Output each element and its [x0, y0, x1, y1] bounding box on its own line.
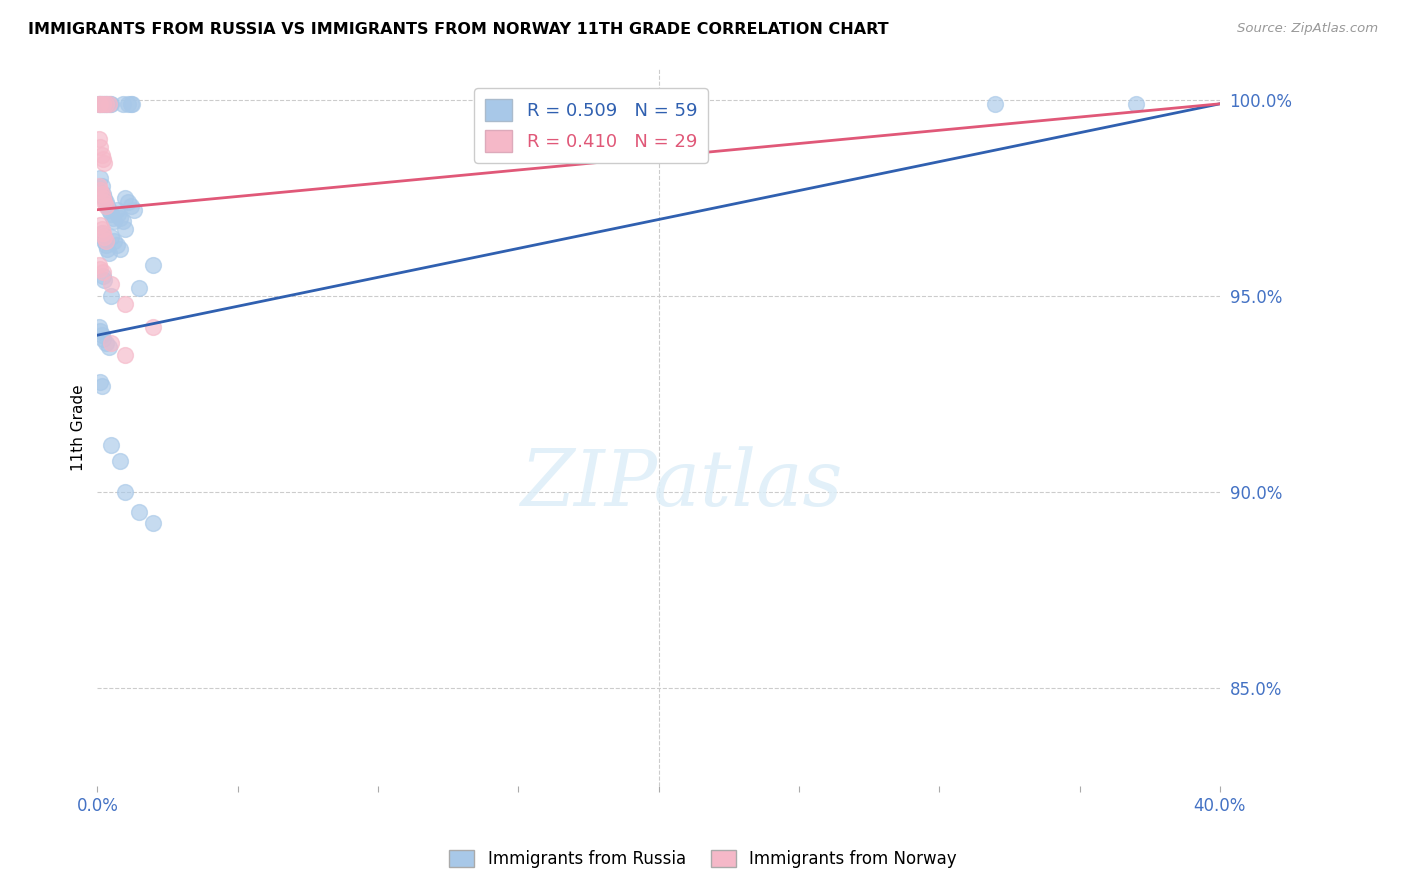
Point	[91, 152, 114, 166]
Text: IMMIGRANTS FROM RUSSIA VS IMMIGRANTS FROM NORWAY 11TH GRADE CORRELATION CHART: IMMIGRANTS FROM RUSSIA VS IMMIGRANTS FRO…	[28, 22, 889, 37]
Point	[87, 179, 110, 194]
Point	[94, 336, 117, 351]
Point	[142, 258, 165, 272]
Point	[91, 191, 114, 205]
Point	[103, 234, 125, 248]
Point	[114, 348, 136, 362]
Point	[98, 96, 121, 111]
Point	[90, 226, 112, 240]
Point	[94, 238, 117, 252]
Point	[107, 206, 129, 220]
Point	[122, 202, 145, 217]
Point	[97, 202, 120, 217]
Text: ZIPatlas: ZIPatlas	[520, 447, 842, 523]
Point	[114, 222, 136, 236]
Point	[93, 194, 115, 209]
Point	[89, 324, 111, 338]
Point	[100, 230, 122, 244]
Point	[94, 194, 117, 209]
Point	[90, 328, 112, 343]
Point	[100, 289, 122, 303]
Point	[93, 234, 115, 248]
Point	[142, 516, 165, 531]
Point	[90, 222, 112, 236]
Point	[87, 132, 110, 146]
Point	[87, 96, 110, 111]
Point	[89, 183, 111, 197]
Point	[94, 199, 117, 213]
Point	[89, 96, 111, 111]
Point	[984, 96, 1007, 111]
Point	[91, 332, 114, 346]
Point	[108, 211, 131, 225]
Point	[87, 96, 110, 111]
Point	[93, 273, 115, 287]
Text: Source: ZipAtlas.com: Source: ZipAtlas.com	[1237, 22, 1378, 36]
Point	[91, 186, 114, 201]
Point	[89, 376, 111, 390]
Point	[111, 214, 134, 228]
Point	[121, 96, 143, 111]
Point	[97, 245, 120, 260]
Point	[89, 140, 111, 154]
Point	[117, 194, 139, 209]
Point	[90, 96, 112, 111]
Point	[111, 96, 134, 111]
Point	[100, 206, 122, 220]
Point	[108, 242, 131, 256]
Point	[128, 505, 150, 519]
Point	[128, 281, 150, 295]
Point	[91, 226, 114, 240]
Point	[94, 234, 117, 248]
Point	[87, 258, 110, 272]
Point	[87, 320, 110, 334]
Y-axis label: 11th Grade: 11th Grade	[72, 384, 86, 471]
Point	[91, 269, 114, 284]
Point	[89, 171, 111, 186]
Point	[89, 96, 111, 111]
Point	[97, 340, 120, 354]
Point	[114, 297, 136, 311]
Point	[93, 96, 115, 111]
Point	[93, 230, 115, 244]
Point	[90, 179, 112, 194]
Point	[91, 265, 114, 279]
Point	[96, 96, 118, 111]
Point	[101, 211, 124, 225]
Point	[93, 191, 115, 205]
Point	[114, 191, 136, 205]
Point	[96, 242, 118, 256]
Point	[117, 96, 139, 111]
Point	[105, 202, 128, 217]
Point	[90, 186, 112, 201]
Point	[96, 199, 118, 213]
Point	[94, 96, 117, 111]
Point	[100, 96, 122, 111]
Point	[94, 96, 117, 111]
Point	[100, 277, 122, 292]
Point	[108, 453, 131, 467]
Point	[120, 96, 142, 111]
Point	[105, 238, 128, 252]
Point	[89, 261, 111, 276]
Point	[90, 379, 112, 393]
Point	[89, 219, 111, 233]
Point	[103, 214, 125, 228]
Point	[93, 155, 115, 169]
Legend: Immigrants from Russia, Immigrants from Norway: Immigrants from Russia, Immigrants from …	[443, 843, 963, 875]
Point	[90, 148, 112, 162]
Point	[142, 320, 165, 334]
Point	[120, 199, 142, 213]
Point	[100, 336, 122, 351]
Point	[114, 485, 136, 500]
Point	[1125, 96, 1147, 111]
Point	[91, 230, 114, 244]
Point	[97, 96, 120, 111]
Point	[100, 438, 122, 452]
Point	[91, 96, 114, 111]
Legend: R = 0.509   N = 59, R = 0.410   N = 29: R = 0.509 N = 59, R = 0.410 N = 29	[474, 88, 709, 163]
